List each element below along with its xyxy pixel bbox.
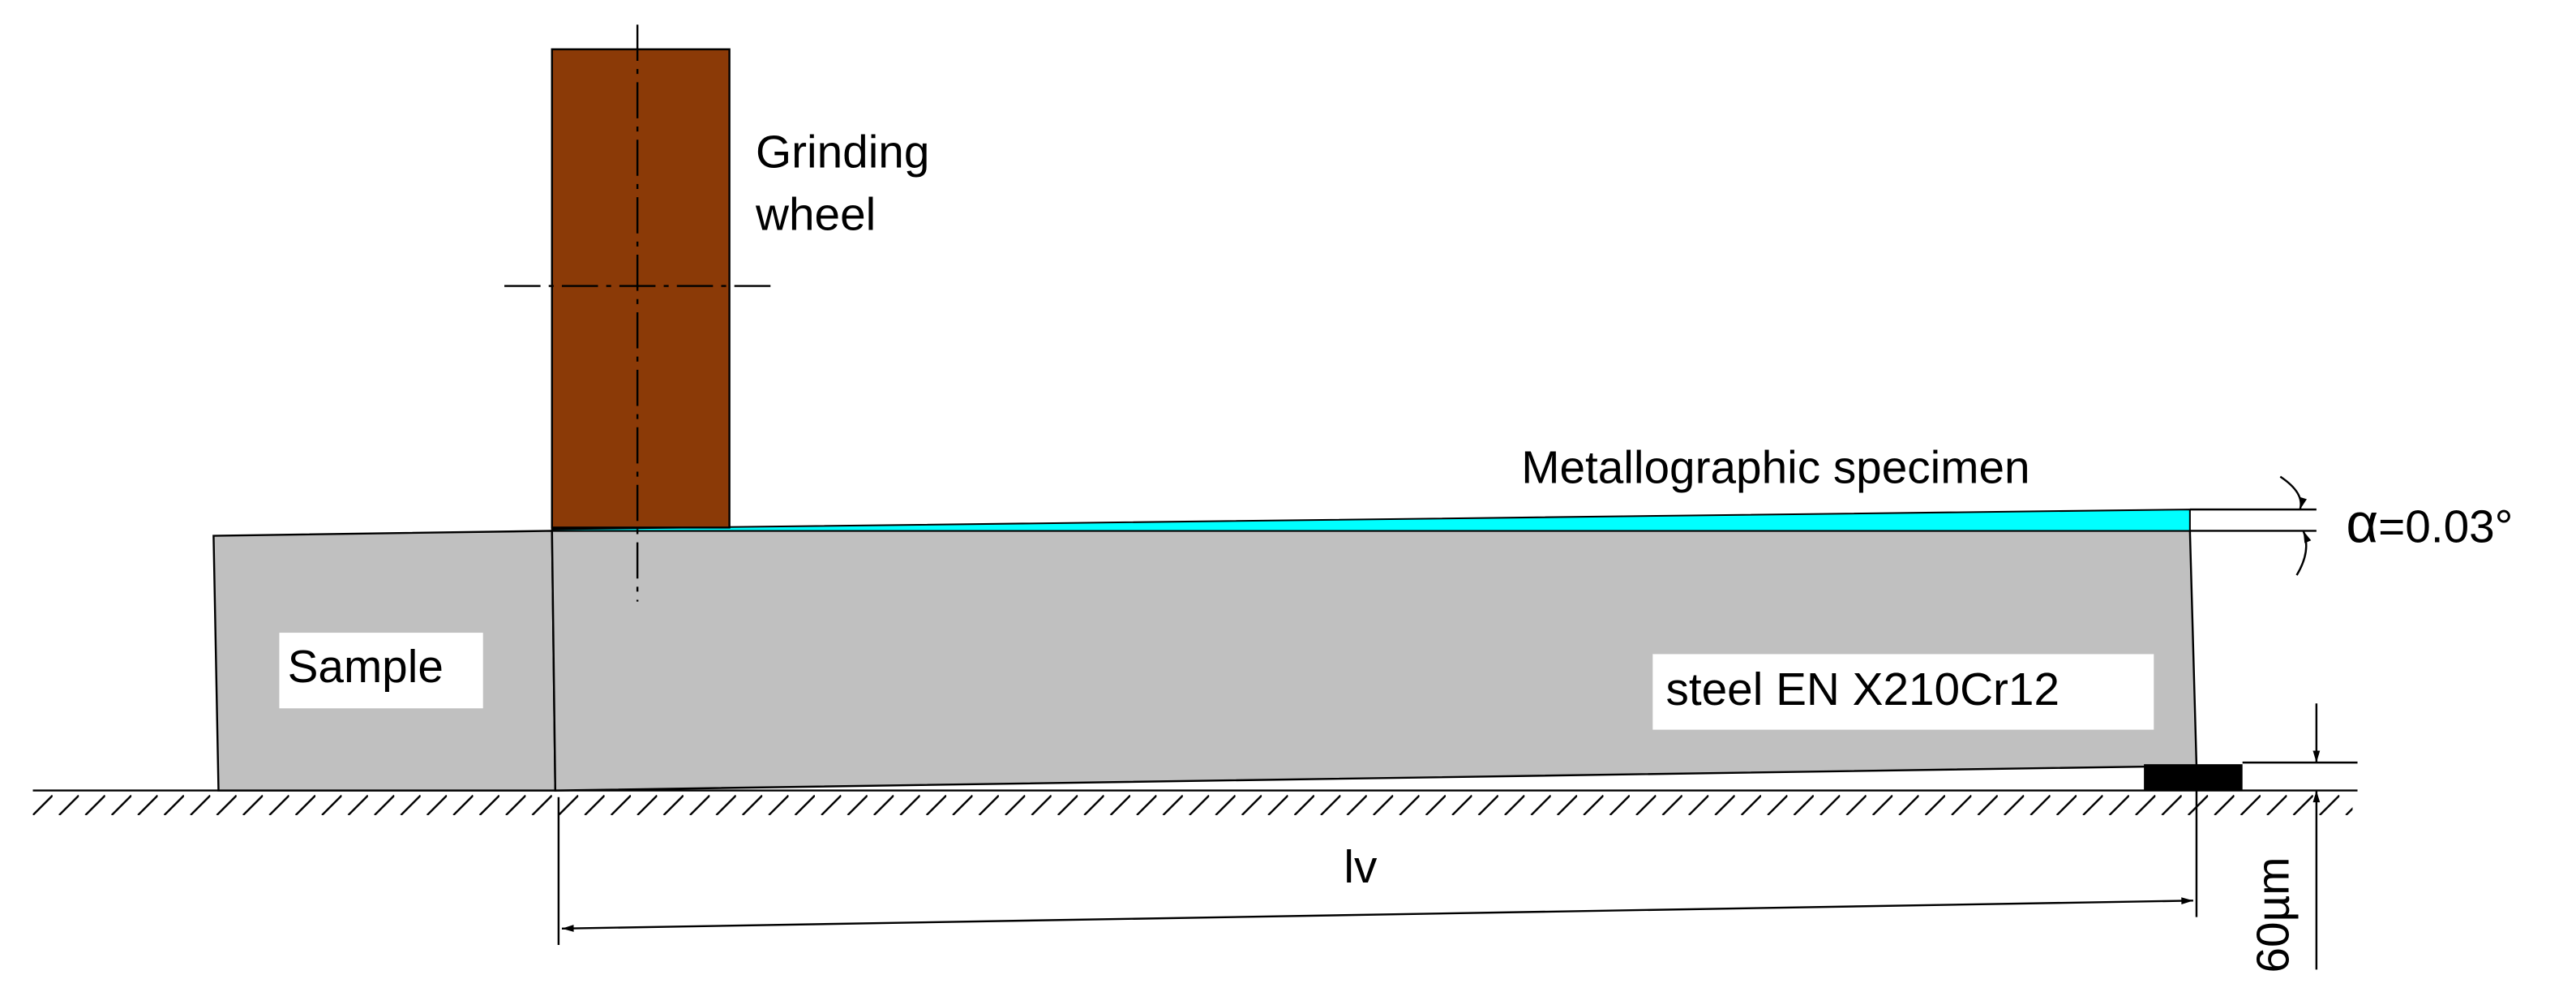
sample-label: Sample <box>288 642 444 693</box>
wheel-label: Grinding <box>756 127 929 178</box>
label-bg <box>279 633 483 709</box>
spacer-block <box>2144 764 2243 791</box>
length-label: lv <box>1344 842 1378 893</box>
label-bg <box>1652 654 2154 730</box>
wheel-label: wheel <box>755 190 876 241</box>
specimen-wedge <box>551 509 2191 532</box>
angle-value: =0.03° <box>2378 502 2513 553</box>
specimen-label: Metallographic specimen <box>1521 443 2030 494</box>
angle-label: α=0.03° <box>2346 492 2513 555</box>
angle-symbol: α <box>2346 492 2378 555</box>
ground <box>32 789 2358 819</box>
material-label: steel EN X210Cr12 <box>1666 664 2060 715</box>
angle-dimension <box>2189 475 2317 576</box>
height-dimension <box>2242 703 2358 970</box>
height-label: 60µm <box>2248 857 2299 973</box>
length-dimension <box>557 772 2198 946</box>
grinding-wheel <box>551 48 731 529</box>
